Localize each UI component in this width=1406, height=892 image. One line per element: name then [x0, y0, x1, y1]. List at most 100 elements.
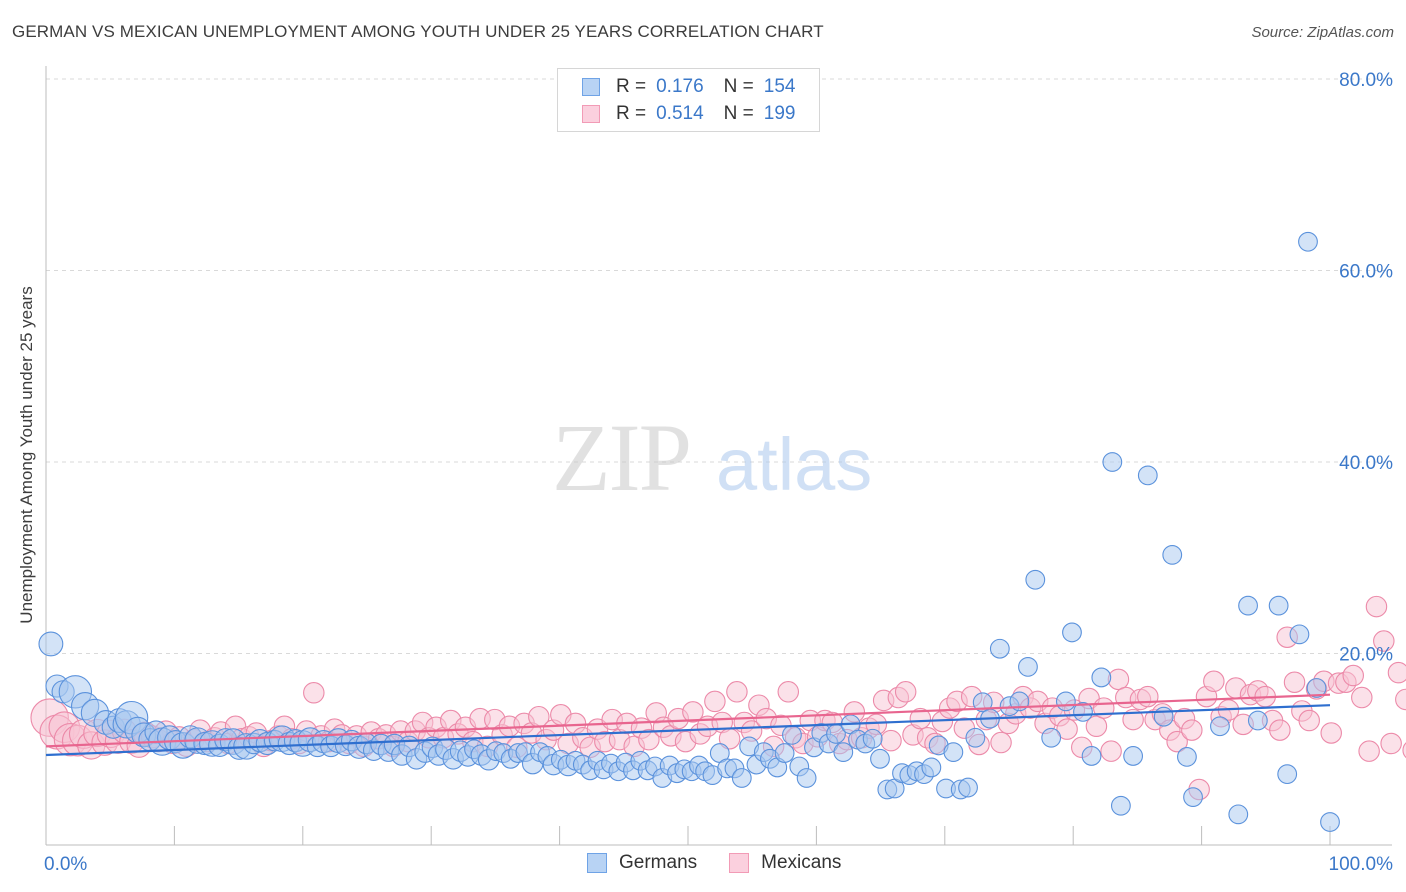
german-point [1162, 544, 1183, 565]
mexican-point [726, 681, 748, 703]
legend: R = 0.176 N = 154 R = 0.514 N = 199 [557, 68, 820, 132]
mexican-point [1166, 730, 1188, 753]
german-point [1210, 716, 1230, 737]
mexican-point [1203, 670, 1225, 693]
germans-trend-line [45, 704, 1331, 757]
legend-r-label: R = [616, 76, 647, 97]
german-point [1055, 691, 1076, 712]
german-point [1177, 747, 1197, 767]
mexican-point [1365, 595, 1388, 618]
legend-n-value: 199 [763, 103, 796, 124]
german-point [1091, 667, 1112, 688]
y-tick-label: 60.0% [1339, 262, 1393, 283]
y-tick-label: 40.0% [1339, 453, 1393, 474]
german-point [1102, 452, 1123, 472]
german-point [1268, 595, 1289, 616]
mexican-point [1181, 719, 1203, 741]
german-point [1183, 787, 1203, 808]
y-tick-label: 20.0% [1339, 645, 1393, 666]
source-label: Source: ZipAtlas.com [1251, 24, 1394, 41]
mexican-point [638, 728, 660, 751]
mexicans-trend-line [45, 693, 1331, 748]
legend-r-label: R = [616, 103, 647, 124]
german-point [965, 727, 986, 748]
german-point [1062, 622, 1082, 643]
legend-n-label: N = [723, 103, 754, 124]
mexican-point [1342, 664, 1364, 687]
mexican-point [1298, 709, 1320, 732]
german-point [989, 638, 1010, 659]
german-point [1110, 795, 1131, 816]
mexican-point [303, 682, 325, 704]
mexican-point [880, 729, 902, 752]
german-point [1320, 812, 1340, 832]
german-point [958, 777, 978, 798]
german-point [1289, 624, 1310, 645]
german-point [1041, 727, 1062, 748]
bottom-legend-germans: Germans [587, 852, 697, 874]
x-tick-label: 100.0% [1329, 854, 1394, 875]
watermark-atlas: atlas [716, 423, 872, 506]
german-point [782, 724, 802, 745]
bottom-legend-label-mexicans: Mexicans [761, 852, 842, 873]
german-point [1277, 764, 1298, 785]
legend-swatch-mexicans [582, 105, 600, 123]
mexican-point [1137, 685, 1159, 708]
german-point [774, 743, 795, 763]
mexican-point [1395, 688, 1406, 711]
mexican-point [909, 707, 932, 730]
german-point [1298, 231, 1318, 252]
german-point [1073, 702, 1093, 722]
german-point [1238, 595, 1258, 616]
german-point [1137, 465, 1158, 486]
mexican-point [1320, 722, 1342, 744]
mexican-point [1100, 740, 1122, 762]
watermark: ZIP atlas [552, 404, 872, 511]
german-point [1306, 678, 1327, 698]
german-point [972, 692, 993, 713]
legend-r-value: 0.514 [656, 103, 704, 124]
bottom-legend-swatch-germans [587, 853, 607, 873]
german-point [1228, 804, 1249, 825]
legend-r-value: 0.176 [656, 76, 704, 97]
german-point [1018, 657, 1038, 677]
german-point [1153, 706, 1174, 727]
german-point [1025, 569, 1046, 590]
mexican-point [1387, 661, 1406, 684]
legend-row-mexicans: R = 0.514 N = 199 [582, 102, 796, 126]
mexican-point [682, 701, 704, 723]
german-point [870, 748, 890, 769]
bottom-legend: Germans Mexicans [587, 852, 873, 874]
german-point [833, 742, 854, 763]
german-point [1081, 746, 1102, 766]
mexican-point [1085, 715, 1108, 738]
mexican-point [1269, 719, 1291, 741]
bottom-legend-label-germans: Germans [619, 852, 698, 873]
mexican-point [1402, 742, 1406, 759]
legend-n-value: 154 [763, 76, 796, 97]
mexican-point [1283, 671, 1306, 693]
mexican-point [1122, 708, 1144, 731]
german-point [731, 768, 752, 788]
german-point [796, 768, 817, 788]
mexican-point [1373, 630, 1395, 652]
german-point [1123, 746, 1144, 766]
legend-row-germans: R = 0.176 N = 154 [582, 75, 796, 99]
german-point [1247, 710, 1268, 731]
chart-title: GERMAN VS MEXICAN UNEMPLOYMENT AMONG YOU… [12, 22, 824, 41]
bottom-legend-swatch-mexicans [729, 853, 750, 873]
mexican-point [777, 681, 800, 703]
y-tick-labels: 20.0% 40.0% 60.0% 80.0% [1339, 70, 1393, 666]
mexican-point [1380, 732, 1402, 755]
x-tick-label: 0.0% [44, 854, 87, 875]
trend-lines [45, 693, 1331, 757]
grid-lines [46, 78, 1392, 654]
legend-n-label: N = [723, 76, 754, 97]
germans-points [38, 231, 1340, 832]
mexican-point [704, 690, 726, 713]
legend-swatch-germans [582, 78, 600, 96]
mexican-point [1351, 686, 1373, 709]
german-point [862, 728, 883, 749]
mexican-point [1107, 668, 1130, 691]
